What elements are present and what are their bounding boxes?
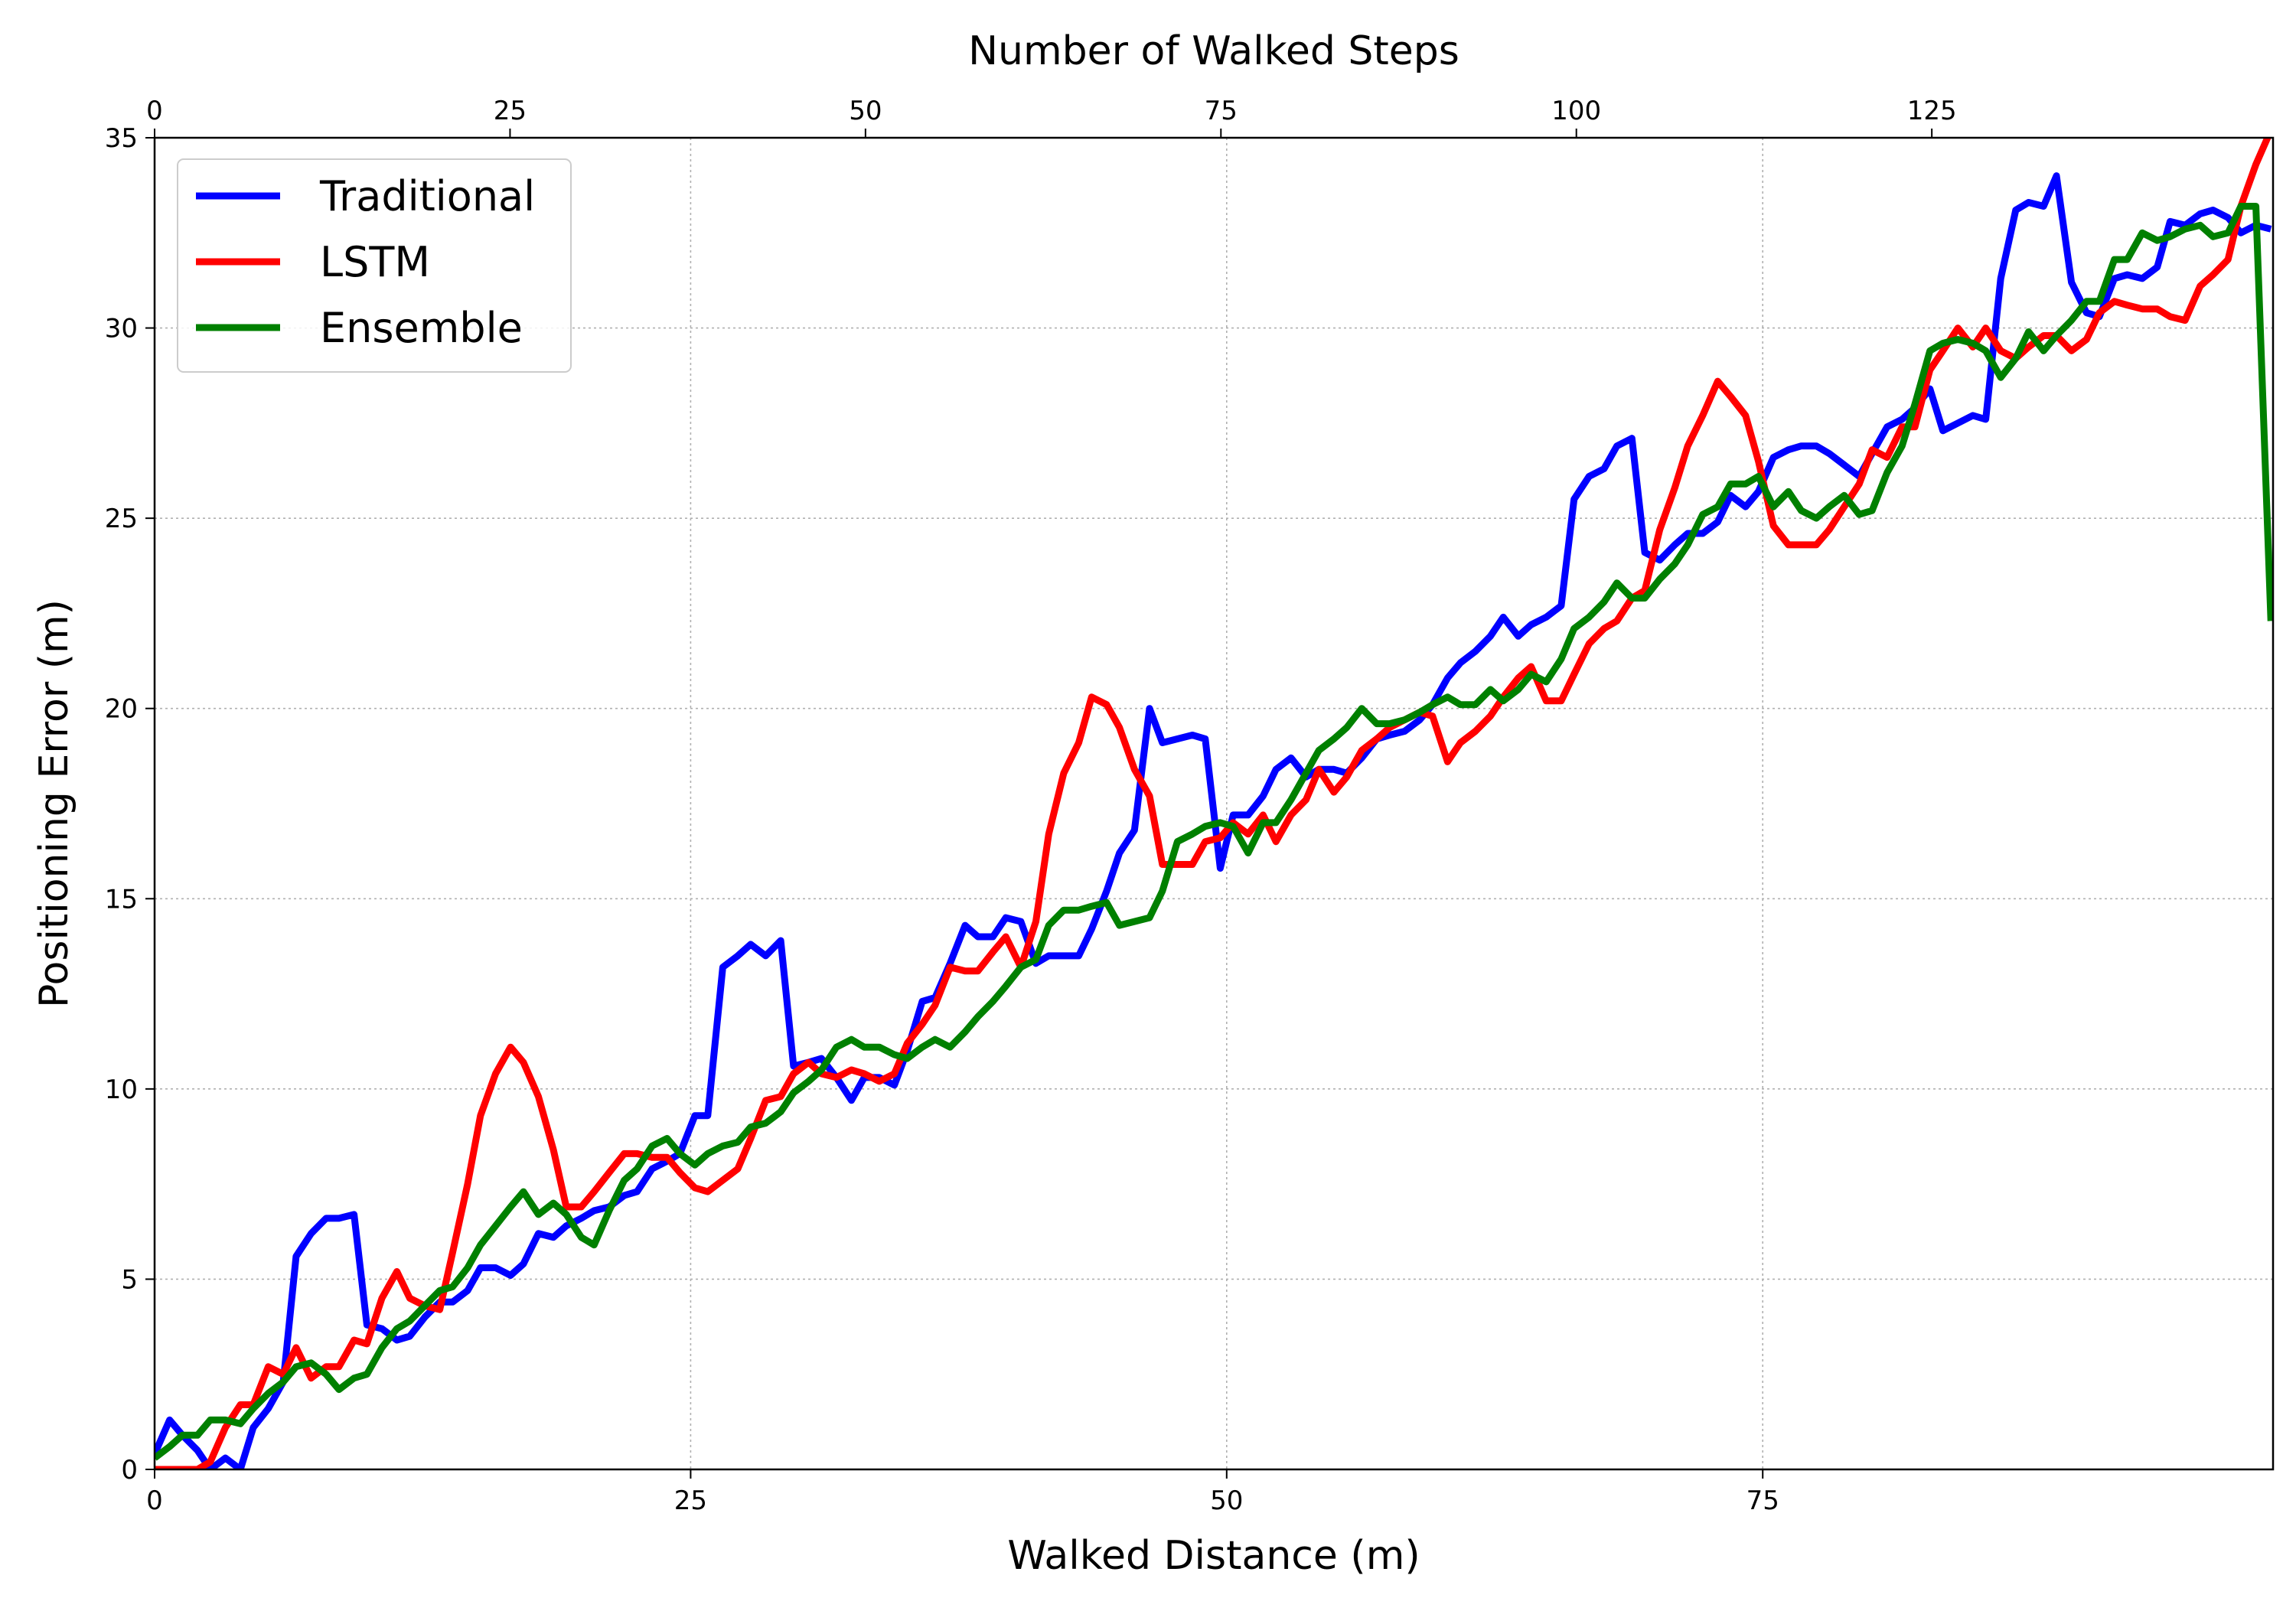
x-axis-title: Walked Distance (m) bbox=[1007, 1533, 1420, 1579]
y-tick-label: 10 bbox=[105, 1075, 138, 1105]
x-tick-label: 75 bbox=[1746, 1485, 1779, 1516]
top-x-tick-label: 100 bbox=[1551, 96, 1601, 126]
x-tick-label: 0 bbox=[146, 1485, 163, 1516]
plot-frame bbox=[153, 136, 2275, 1471]
plot-area bbox=[155, 138, 2273, 1469]
legend-label-traditional: Traditional bbox=[319, 172, 535, 220]
y-tick-label: 20 bbox=[105, 694, 138, 725]
top-x-tick-label: 75 bbox=[1205, 96, 1238, 126]
grid bbox=[155, 138, 2273, 1469]
y-tick-label: 30 bbox=[105, 314, 138, 344]
legend: Traditional LSTM Ensemble bbox=[177, 158, 572, 373]
top-x-tick-label: 0 bbox=[146, 96, 163, 126]
axes: 0 25 50 75 0 25 50 75 100 125 0 5 10 15 20 25 30 35 bbox=[105, 96, 1957, 1516]
top-x-tick-label: 25 bbox=[494, 96, 527, 126]
y-tick-label: 0 bbox=[121, 1455, 138, 1485]
y-tick-label: 35 bbox=[105, 123, 138, 154]
y-tick-label: 25 bbox=[105, 504, 138, 534]
legend-label-ensemble: Ensemble bbox=[320, 304, 523, 352]
y-tick-label: 15 bbox=[105, 884, 138, 915]
y-axis-title: Positioning Error (m) bbox=[31, 599, 77, 1008]
top-x-tick-label: 125 bbox=[1907, 96, 1957, 126]
series-lines bbox=[155, 138, 2273, 1469]
top-x-tick-label: 50 bbox=[849, 96, 882, 126]
y-tick-label: 5 bbox=[121, 1264, 138, 1295]
legend-box bbox=[177, 158, 572, 373]
series-line-lstm bbox=[155, 138, 2272, 1469]
x-tick-label: 50 bbox=[1210, 1485, 1243, 1516]
x-tick-label: 25 bbox=[674, 1485, 707, 1516]
legend-label-lstm: LSTM bbox=[320, 238, 430, 286]
series-line-ensemble bbox=[155, 203, 2273, 1461]
top-x-axis-title: Number of Walked Steps bbox=[968, 28, 1459, 74]
